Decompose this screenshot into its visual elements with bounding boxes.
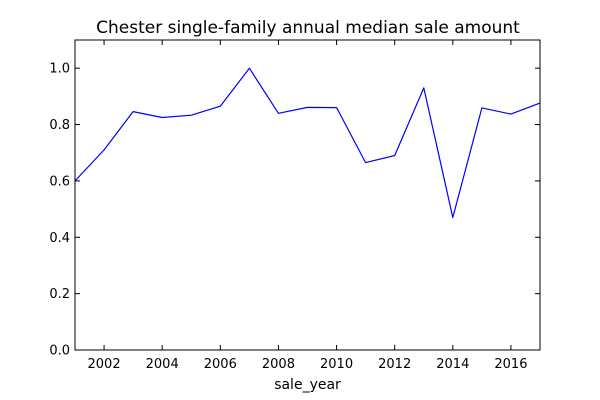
y-tick-label: 0.2	[49, 287, 70, 302]
y-tick-label: 0.6	[49, 174, 70, 189]
x-tick-label: 2006	[204, 357, 237, 372]
x-tick-label: 2008	[262, 357, 295, 372]
x-tick-label: 2002	[88, 357, 121, 372]
x-tick-label: 2010	[320, 357, 353, 372]
y-tick-label: 1.0	[49, 62, 70, 77]
series-layer	[74, 67, 541, 219]
y-tick-label: 0.4	[49, 231, 70, 246]
series-line	[74, 67, 541, 219]
y-tick-label: 0.8	[49, 118, 70, 133]
x-axis-label: sale_year	[274, 377, 341, 393]
x-tick-label: 2012	[378, 357, 411, 372]
chart-title: Chester single-family annual median sale…	[96, 18, 520, 38]
x-tick-label: 2004	[146, 357, 179, 372]
axis-ticks: 2002 2004 2006 2008 2010 2012 2014 2016 0.0 0.2 0.…	[49, 40, 540, 372]
x-tick-label: 2014	[436, 357, 469, 372]
y-tick-label: 0.0	[49, 344, 70, 359]
x-tick-label: 2016	[494, 357, 527, 372]
plot-frame	[74, 39, 541, 351]
